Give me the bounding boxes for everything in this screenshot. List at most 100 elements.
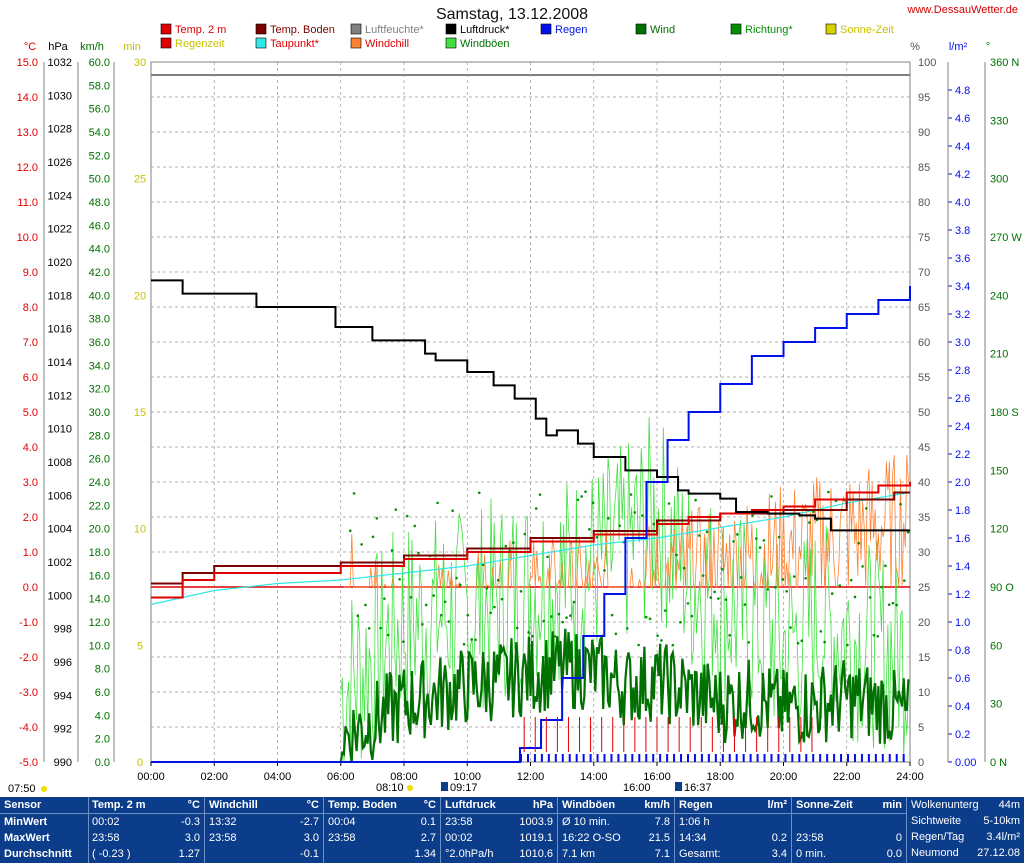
minutes-axis-tick: 20 [134,290,146,302]
stats-cell-left: 23:58 [445,816,473,828]
stats-cell-value: 7.8 [654,816,670,828]
wind-axis-tick: 4.0 [95,710,110,722]
temp-axis-tick: 7.0 [23,337,38,349]
direction-dot [876,634,880,638]
sun-icon [41,786,47,792]
direction-dot [629,493,633,496]
humidity-axis-tick: 35 [918,512,930,524]
legend-label: Richtung* [745,24,793,36]
temp-axis-tick: 13.0 [17,127,38,139]
direction-dot [576,498,580,502]
legend-swatch [255,37,267,49]
stats-extra-value: 27.12.08 [977,847,1020,859]
pressure-axis-tick: 1014 [48,357,72,369]
direction-dot [409,596,413,599]
direction-dot [496,578,500,582]
stats-column: Regen l/m² 1:06 h 14:34 0.2 Gesamt: 3.4 [675,797,792,863]
wind-axis-tick: 44.0 [89,244,110,256]
stats-extra-label: Regen/Tag [911,831,965,843]
direction-dot [485,586,489,590]
direction-axis-tick: 360 N [990,57,1019,69]
direction-dot [610,613,614,617]
stats-column-header: Luftdruck hPa [441,797,557,814]
direction-dot [417,551,420,555]
stats-cell: 00:04 0.1 [324,814,440,830]
legend-label: Taupunkt* [270,38,320,50]
direction-dot [857,541,861,545]
direction-dot [648,617,652,621]
direction-dot [477,491,481,495]
rain-axis-tick: 1.4 [955,561,970,573]
direction-dot [436,501,439,505]
direction-dot [625,627,629,630]
rain-axis-unit: l/m² [949,41,968,53]
direction-dot [588,527,591,531]
pressure-axis-tick: 996 [54,657,72,669]
direction-dot [770,495,773,498]
direction-dot [367,626,371,630]
stats-cell: 1.34 [324,846,440,862]
stats-cell-value: 0.1 [420,816,436,828]
direction-dot [371,535,375,539]
wind-axis-tick: 36.0 [89,337,110,349]
stats-cell-left: Ø 10 min. [562,816,610,828]
direction-axis-tick: 270 W [990,232,1022,244]
stats-cell: 23:58 3.0 [88,830,204,846]
chart-title: Samstag, 13.12.2008 [435,6,589,23]
direction-dot [690,614,694,618]
temp-axis-tick: 4.0 [23,442,38,454]
direction-dot [405,514,409,518]
direction-dot [591,501,595,505]
direction-dot [698,534,701,537]
stats-row-label: MinWert [4,816,48,828]
legend-swatch [350,37,362,49]
sunset-flag-icon [675,782,682,791]
site-brand-link[interactable]: www.DessauWetter.de [907,4,1018,16]
rain-axis-tick: 2.0 [955,477,970,489]
stats-cell-value: -0.3 [181,816,200,828]
stats-column: Sonne-Zeit min 23:58 0 0 min. 0.0 [792,797,907,863]
direction-dot [773,585,777,589]
rain-axis-tick: 2.8 [955,365,970,377]
stats-cell-value: 1010.6 [519,848,553,860]
direction-dot [364,603,367,607]
series-wind [339,628,910,763]
direction-dot [421,623,424,626]
temp-axis-tick: 14.0 [17,92,38,104]
wind-axis-tick: 32.0 [89,384,110,396]
sunrise-time: 07:50 [8,783,36,795]
direction-dot [846,643,849,647]
direction-dot [390,549,394,552]
rain-axis-tick: 0.00 [955,757,976,769]
minutes-axis-tick: 30 [134,57,146,69]
stats-extra-row: Sichtweite 5-10km [907,813,1024,829]
minutes-axis-tick: 25 [134,174,146,186]
direction-dot [432,594,436,597]
direction-dot [887,603,891,606]
direction-dot [614,632,618,636]
wind-axis-tick: 24.0 [89,477,110,489]
direction-dot [603,569,606,572]
time-axis-tick: 06:00 [327,771,355,783]
direction-axis-unit: ° [986,41,990,53]
legend-swatch [825,23,837,35]
temp-axis-tick: -1.0 [19,617,38,629]
direction-dot [633,511,637,514]
pressure-axis-tick: 1002 [48,557,72,569]
direction-dot [800,639,804,642]
direction-dot [739,576,743,579]
direction-dot [557,612,561,616]
minutes-axis-tick: 5 [137,640,143,652]
time-axis-tick: 18:00 [706,771,734,783]
temp-axis-tick: -4.0 [19,722,38,734]
temp-axis-tick: -2.0 [19,652,38,664]
direction-axis-tick: 60 [990,640,1002,652]
direction-dot [553,635,557,638]
direction-dot [747,641,751,644]
wind-axis-tick: 54.0 [89,127,110,139]
stats-cell: 13:32 -2.7 [205,814,323,830]
direction-dot [766,588,769,591]
rain-axis-tick: 0.2 [955,729,970,741]
series-taupunkt [150,491,911,606]
direction-dot [493,605,496,609]
